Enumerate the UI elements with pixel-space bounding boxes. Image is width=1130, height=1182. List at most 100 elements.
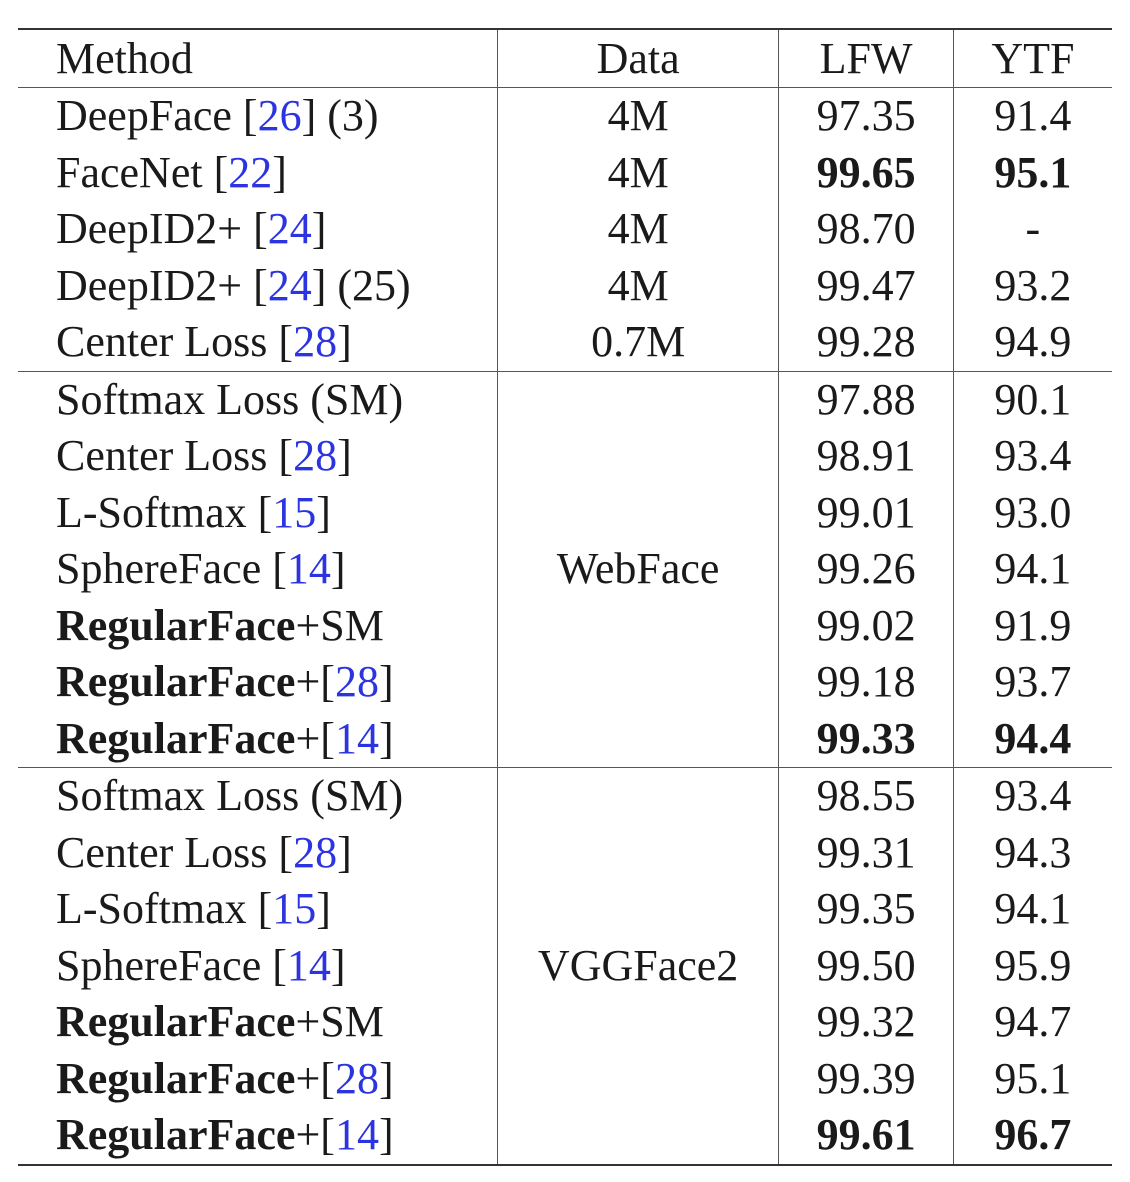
lfw-cell: 98.55	[778, 767, 954, 825]
table-row: Softmax Loss (SM) WebFace 97.88 90.1	[18, 370, 1112, 768]
method-cell: RegularFace+SM	[56, 997, 384, 1047]
ytf-cell: 94.3	[952, 824, 1112, 881]
data-cell-vggface2: VGGFace2	[496, 767, 779, 1166]
table-row: SphereFace [14] 99.50 95.9	[18, 937, 1112, 994]
citation-link[interactable]: 24	[267, 260, 312, 310]
data-cell: 4M	[496, 144, 779, 201]
table-row: RegularFace+[28] 99.39 95.1	[18, 1050, 1112, 1107]
group-vggface2: Softmax Loss (SM) VGGFace2 98.55 93.4 Ce…	[18, 767, 1112, 1166]
ytf-cell: 91.4	[952, 87, 1112, 145]
method-cell: Center Loss [28]	[56, 431, 352, 481]
ytf-cell: 94.1	[952, 881, 1112, 938]
table-row: DeepID2+ [24] 4M 98.70 -	[18, 201, 1112, 258]
lfw-cell: 99.18	[778, 654, 954, 711]
table-row: RegularFace+[14] 99.33 94.4	[18, 710, 1112, 768]
table-row: RegularFace+[28] 99.18 93.7	[18, 654, 1112, 711]
ytf-cell: 93.4	[952, 767, 1112, 825]
citation-link[interactable]: 15	[272, 884, 317, 934]
group-prior-methods: DeepFace [26] (3) 4M 97.35 91.4 FaceNet …	[18, 87, 1112, 371]
method-cell: RegularFace+[28]	[56, 1053, 394, 1103]
lfw-cell: 99.02	[778, 597, 954, 654]
header-method: Method	[18, 28, 498, 88]
data-cell: 4M	[496, 257, 779, 314]
method-cell: RegularFace+[14]	[18, 1107, 498, 1166]
citation-link[interactable]: 24	[267, 204, 312, 254]
ytf-cell-best: 95.1	[952, 144, 1112, 201]
ytf-cell-best: 94.4	[952, 710, 1112, 768]
lfw-cell: 97.88	[778, 370, 954, 428]
ytf-cell: 93.7	[952, 654, 1112, 711]
lfw-cell-best: 99.65	[778, 144, 954, 201]
table-row: Center Loss [28] 0.7M 99.28 94.9	[18, 314, 1112, 371]
ytf-cell: 94.7	[952, 994, 1112, 1051]
ytf-cell: 91.9	[952, 597, 1112, 654]
table-row: RegularFace+SM 99.32 94.7	[18, 994, 1112, 1051]
table-row: SphereFace [14] 99.26 94.1	[18, 541, 1112, 598]
table-row: DeepFace [26] (3) 4M 97.35 91.4	[18, 87, 1112, 145]
table-row: DeepID2+ [24] (25) 4M 99.47 93.2	[18, 257, 1112, 314]
lfw-cell: 99.31	[778, 824, 954, 881]
ytf-cell-best: 96.7	[952, 1107, 1112, 1166]
header-ytf: YTF	[952, 28, 1112, 88]
ytf-cell: 93.2	[952, 257, 1112, 314]
table-row: Center Loss [28] 99.31 94.3	[18, 824, 1112, 881]
lfw-cell-best: 99.61	[778, 1107, 954, 1166]
method-cell: L-Softmax [15]	[56, 884, 331, 934]
table-row: L-Softmax [15] 99.01 93.0	[18, 484, 1112, 541]
lfw-cell: 99.01	[778, 484, 954, 541]
citation-link[interactable]: 26	[257, 91, 302, 141]
lfw-cell: 98.91	[778, 428, 954, 485]
method-cell: L-Softmax [15]	[56, 487, 331, 537]
ytf-cell: 90.1	[952, 370, 1112, 428]
citation-link[interactable]: 14	[286, 940, 331, 990]
method-cell: DeepID2+ [24]	[56, 204, 327, 254]
citation-link[interactable]: 28	[293, 827, 338, 877]
method-cell: DeepID2+ [24] (25)	[56, 260, 411, 310]
table-row: RegularFace+[14] 99.61 96.7	[18, 1107, 1112, 1166]
method-cell: SphereFace [14]	[56, 544, 346, 594]
method-cell: Softmax Loss (SM)	[18, 370, 498, 428]
citation-link[interactable]: 28	[334, 657, 379, 707]
method-cell: Softmax Loss (SM)	[18, 767, 498, 825]
lfw-cell: 97.35	[778, 87, 954, 145]
method-cell: Center Loss [28]	[56, 827, 352, 877]
header-row: Method Data LFW YTF	[18, 28, 1112, 88]
ytf-cell: -	[952, 201, 1112, 258]
ytf-cell: 95.9	[952, 937, 1112, 994]
ytf-cell: 93.4	[952, 428, 1112, 485]
citation-link[interactable]: 28	[293, 431, 338, 481]
results-table: Method Data LFW YTF DeepFace [26] (3) 4M…	[18, 28, 1112, 1166]
lfw-cell: 99.47	[778, 257, 954, 314]
ytf-cell: 95.1	[952, 1050, 1112, 1107]
method-cell: RegularFace+[28]	[56, 657, 394, 707]
header-lfw: LFW	[778, 28, 954, 88]
citation-link[interactable]: 14	[286, 544, 331, 594]
citation-link[interactable]: 15	[272, 487, 317, 537]
method-cell: SphereFace [14]	[56, 940, 346, 990]
table-row: L-Softmax [15] 99.35 94.1	[18, 881, 1112, 938]
table-row: FaceNet [22] 4M 99.65 95.1	[18, 144, 1112, 201]
method-cell: DeepFace [26] (3)	[56, 91, 379, 141]
method-cell: RegularFace+SM	[56, 600, 384, 650]
citation-link[interactable]: 14	[334, 713, 379, 763]
lfw-cell: 99.50	[778, 937, 954, 994]
ytf-cell: 94.1	[952, 541, 1112, 598]
ytf-cell: 94.9	[952, 314, 1112, 371]
data-cell-webface: WebFace	[496, 370, 779, 768]
citation-link[interactable]: 28	[293, 317, 338, 367]
lfw-cell: 99.28	[778, 314, 954, 371]
lfw-cell-best: 99.33	[778, 710, 954, 768]
lfw-cell: 98.70	[778, 201, 954, 258]
data-cell: 4M	[496, 87, 779, 145]
data-cell: 0.7M	[496, 314, 779, 371]
group-webface: Softmax Loss (SM) WebFace 97.88 90.1 Cen…	[18, 370, 1112, 768]
lfw-cell: 99.32	[778, 994, 954, 1051]
lfw-cell: 99.35	[778, 881, 954, 938]
table-row: RegularFace+SM 99.02 91.9	[18, 597, 1112, 654]
lfw-cell: 99.39	[778, 1050, 954, 1107]
citation-link[interactable]: 22	[228, 147, 273, 197]
data-cell: 4M	[496, 201, 779, 258]
method-cell: Center Loss [28]	[56, 317, 352, 367]
citation-link[interactable]: 28	[334, 1053, 379, 1103]
citation-link[interactable]: 14	[334, 1110, 379, 1160]
